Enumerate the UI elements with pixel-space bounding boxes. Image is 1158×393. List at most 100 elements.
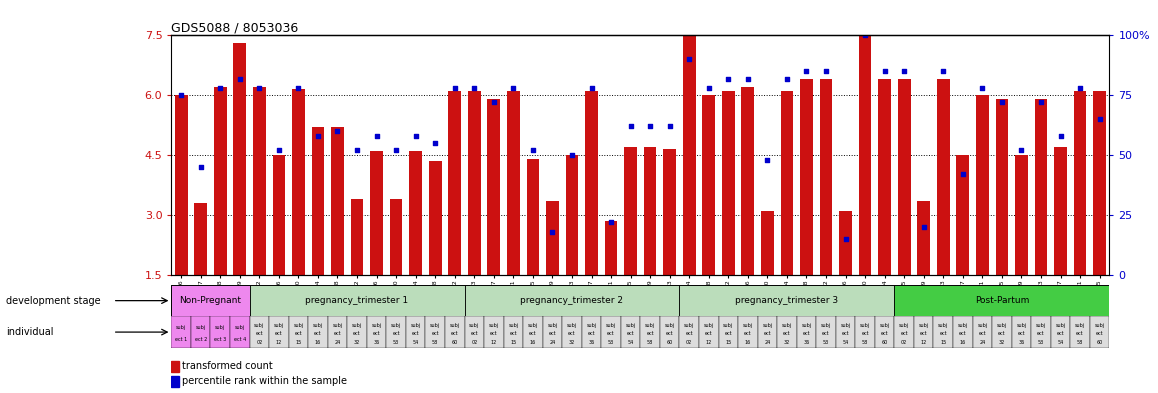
Bar xyxy=(527,159,540,275)
Text: subj: subj xyxy=(489,323,499,328)
Text: subj: subj xyxy=(293,323,303,328)
Bar xyxy=(171,376,178,387)
Point xyxy=(250,85,269,91)
Text: ect: ect xyxy=(862,331,868,336)
Text: ect: ect xyxy=(998,331,1005,336)
Text: ect: ect xyxy=(256,331,263,336)
Bar xyxy=(523,316,543,348)
Text: subj: subj xyxy=(449,323,460,328)
Bar xyxy=(331,127,344,275)
Bar xyxy=(937,79,950,275)
Text: ect: ect xyxy=(901,331,908,336)
Text: ect: ect xyxy=(763,331,771,336)
Text: ect: ect xyxy=(1076,331,1084,336)
Text: 24: 24 xyxy=(764,340,770,345)
Bar xyxy=(288,316,308,348)
Text: ect: ect xyxy=(549,331,556,336)
Text: subj: subj xyxy=(313,323,323,328)
Bar xyxy=(718,316,738,348)
Point xyxy=(622,123,640,130)
Bar xyxy=(211,316,230,348)
Bar xyxy=(425,316,445,348)
Bar xyxy=(856,316,874,348)
Text: 02: 02 xyxy=(256,340,263,345)
Bar xyxy=(504,316,523,348)
Bar xyxy=(680,285,894,316)
Bar xyxy=(405,316,425,348)
Point xyxy=(484,99,503,106)
Bar xyxy=(562,316,581,348)
Text: 12: 12 xyxy=(705,340,712,345)
Text: subj: subj xyxy=(880,323,889,328)
Text: 60: 60 xyxy=(667,340,673,345)
Text: subj: subj xyxy=(255,323,264,328)
Point xyxy=(309,133,328,139)
Text: subj: subj xyxy=(1055,323,1065,328)
Text: 60: 60 xyxy=(881,340,888,345)
Text: individual: individual xyxy=(6,327,53,337)
Point xyxy=(1012,147,1031,154)
Text: ect: ect xyxy=(412,331,419,336)
Bar xyxy=(292,89,305,275)
Bar xyxy=(328,316,347,348)
Bar xyxy=(1073,91,1086,275)
Text: subj: subj xyxy=(606,323,616,328)
Text: subj: subj xyxy=(997,323,1007,328)
Text: ect: ect xyxy=(725,331,732,336)
Bar xyxy=(640,316,660,348)
Text: subj: subj xyxy=(430,323,440,328)
Bar xyxy=(933,316,953,348)
Text: 53: 53 xyxy=(608,340,614,345)
Bar xyxy=(777,316,797,348)
Text: 36: 36 xyxy=(1018,340,1025,345)
Point xyxy=(1032,99,1050,106)
Bar xyxy=(624,147,637,275)
Text: GDS5088 / 8053036: GDS5088 / 8053036 xyxy=(171,21,299,34)
Point xyxy=(171,92,190,98)
Bar xyxy=(464,285,680,316)
Bar xyxy=(840,211,852,275)
Bar xyxy=(390,199,403,275)
Text: subj: subj xyxy=(586,323,596,328)
Point xyxy=(836,236,855,242)
Text: subj: subj xyxy=(625,323,636,328)
Text: subj: subj xyxy=(352,323,362,328)
Point xyxy=(211,85,229,91)
Text: 12: 12 xyxy=(921,340,926,345)
Point xyxy=(992,99,1011,106)
Bar xyxy=(1034,99,1047,275)
Text: 54: 54 xyxy=(1057,340,1064,345)
Text: 53: 53 xyxy=(823,340,829,345)
Bar xyxy=(312,127,324,275)
Bar xyxy=(1070,316,1090,348)
Bar xyxy=(996,99,1009,275)
Bar xyxy=(664,149,676,275)
Bar xyxy=(1093,91,1106,275)
Text: 12: 12 xyxy=(276,340,283,345)
Text: 32: 32 xyxy=(998,340,1005,345)
Text: 54: 54 xyxy=(842,340,849,345)
Text: ect: ect xyxy=(1018,331,1025,336)
Point xyxy=(797,68,815,74)
Bar xyxy=(409,151,422,275)
Bar xyxy=(800,79,813,275)
Text: pregnancy_trimester 2: pregnancy_trimester 2 xyxy=(520,296,623,305)
Text: ect: ect xyxy=(490,331,498,336)
Bar xyxy=(195,203,207,275)
Point xyxy=(191,164,210,170)
Point xyxy=(328,128,346,134)
Text: 60: 60 xyxy=(452,340,457,345)
Point xyxy=(543,229,562,235)
Bar xyxy=(976,95,989,275)
Text: ect: ect xyxy=(373,331,380,336)
Text: subj: subj xyxy=(801,323,812,328)
Bar xyxy=(1012,316,1032,348)
Text: ect: ect xyxy=(314,331,322,336)
Point xyxy=(640,123,659,130)
Bar xyxy=(234,43,247,275)
Bar xyxy=(957,155,969,275)
Point xyxy=(816,68,835,74)
Text: subj: subj xyxy=(724,323,733,328)
Bar xyxy=(171,316,191,348)
Text: ect: ect xyxy=(510,331,518,336)
